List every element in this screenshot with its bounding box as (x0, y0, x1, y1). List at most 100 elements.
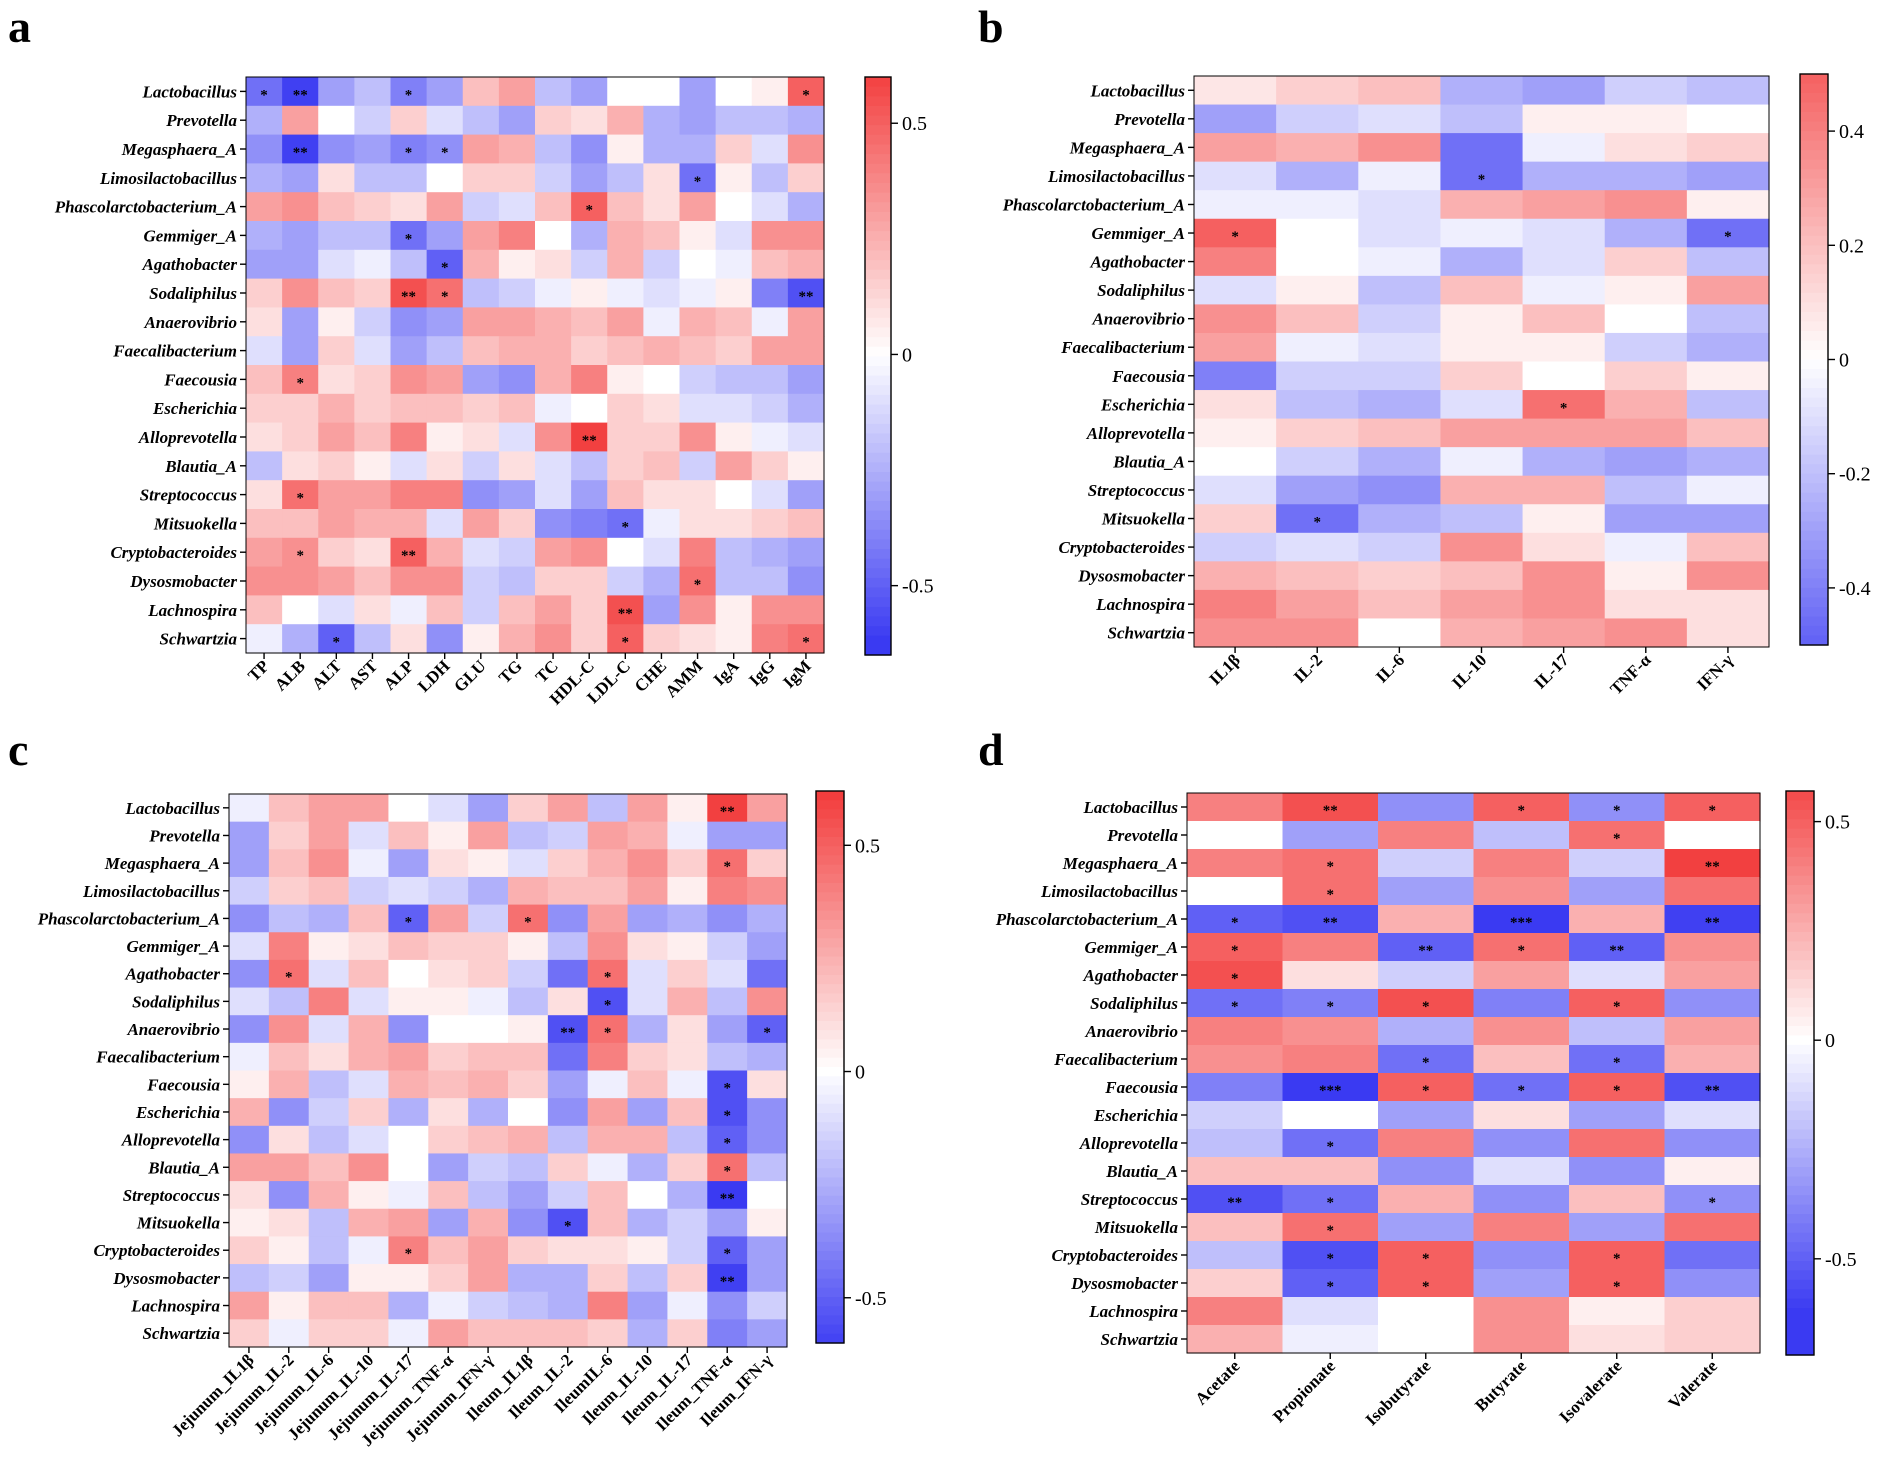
panel-c-colorbar-segment (816, 1131, 844, 1142)
panel-b-cell (1522, 504, 1606, 534)
panel-c-cell (547, 821, 589, 850)
panel-c-cell (508, 794, 549, 823)
panel-a-cell (426, 249, 464, 280)
panel-b-cell (1276, 418, 1359, 448)
panel-c-cell (747, 1236, 788, 1265)
panel-a-cell (535, 509, 572, 539)
panel-d-significance-mark: * (1231, 943, 1239, 959)
panel-c-colorbar-segment (816, 1287, 844, 1298)
panel-c-row-label: Faecalibacterium (95, 1048, 220, 1067)
panel-b-colorbar-segment (1800, 568, 1828, 579)
panel-d-cell (1378, 1129, 1475, 1158)
panel-d-cell (1187, 933, 1284, 962)
panel-c-colorbar-segment (816, 1177, 844, 1188)
panel-a-cell (318, 509, 355, 539)
panel-a-colorbar-segment (865, 500, 891, 512)
panel-d-cell (1473, 1185, 1570, 1214)
panel-c-cell (229, 1015, 270, 1044)
panel-a-cell (462, 480, 500, 510)
panel-d-colorbar-tick-label: -0.5 (1825, 1249, 1857, 1271)
panel-d-cell (1187, 1129, 1284, 1158)
panel-d-significance-mark: * (1613, 831, 1621, 847)
panel-c-cell (268, 959, 310, 989)
panel-a-cell (571, 451, 608, 481)
panel-d-row-label: Schwartzia (1101, 1330, 1179, 1349)
panel-c-cell (388, 849, 429, 878)
panel-b-cell (1686, 332, 1770, 363)
panel-a-cell (390, 480, 428, 510)
panel-a-cell (246, 192, 283, 222)
panel-c-cell (388, 1098, 429, 1127)
panel-b-cell (1276, 76, 1359, 106)
panel-c-cell (747, 876, 788, 906)
panel-a-cell (498, 192, 536, 222)
panel-a-colorbar-segment (865, 115, 891, 126)
panel-a-cell (535, 278, 572, 308)
panel-c-cell (667, 1015, 708, 1044)
panel-c-cell (627, 1098, 669, 1127)
panel-c-cell (707, 1319, 748, 1348)
panel-d-cell (1378, 905, 1475, 934)
panel-b-cell (1194, 133, 1277, 163)
panel-b-cell (1276, 104, 1359, 134)
panel-d-cell (1473, 849, 1570, 878)
panel-a-cell (354, 278, 392, 308)
panel-c-cell (667, 959, 708, 989)
panel-d-row-label: Faecalibacterium (1053, 1050, 1178, 1069)
panel-b-colorbar-segment (1800, 435, 1828, 446)
panel-d-column-label: Butyrate (1471, 1356, 1530, 1415)
panel-b-cell (1522, 332, 1606, 363)
panel-a-cell (246, 393, 283, 424)
panel-d-cell (1473, 877, 1570, 906)
panel-b-colorbar-tick-label: 0 (1839, 350, 1849, 372)
panel-c-cell (388, 1236, 429, 1265)
panel-d-cell (1473, 905, 1570, 934)
panel-a-cell (643, 134, 681, 164)
panel-a-cell (426, 393, 464, 424)
panel-b-colorbar-segment (1800, 407, 1828, 418)
panel-a-cell (679, 105, 717, 136)
panel-b-cell (1358, 76, 1442, 106)
panel-a-cell (282, 537, 319, 568)
panel-c-cell (348, 1015, 390, 1044)
panel-d-cell (1378, 1269, 1475, 1298)
panel-d-cell (1378, 1073, 1475, 1102)
panel-d-cell (1664, 1269, 1761, 1298)
panel-c-row-label: Blautia_A (147, 1158, 220, 1177)
panel-a-colorbar-segment (865, 423, 891, 435)
panel-a-cell (246, 77, 283, 107)
panel-c-colorbar-segment (816, 883, 844, 893)
panel-a-colorbar-segment (865, 462, 891, 473)
panel-c-significance-mark: * (723, 1108, 731, 1124)
panel-d-significance-mark: * (1231, 999, 1239, 1015)
panel-a-cell (390, 595, 428, 625)
panel-a-colorbar-segment (865, 539, 891, 550)
panel-c-cell (388, 876, 429, 906)
panel-c-cell (508, 959, 549, 989)
panel-a-cell (715, 249, 753, 280)
panel-d-significance-mark: ** (1609, 943, 1624, 959)
panel-a-colorbar-segment (865, 163, 891, 174)
panel-d-cell (1378, 1213, 1475, 1242)
panel-c-cell (229, 821, 270, 850)
panel-a-cell (715, 451, 753, 481)
panel-c-cell (428, 1042, 469, 1072)
panel-d-cell (1664, 793, 1761, 822)
panel-a-cell (282, 566, 319, 596)
panel-c-cell (707, 1098, 748, 1127)
panel-d-cell (1378, 1325, 1475, 1354)
panel-b-colorbar-segment (1800, 102, 1828, 113)
panel-a-colorbar-segment (865, 317, 891, 329)
panel-d-colorbar-segment (1786, 1035, 1814, 1046)
panel-b-colorbar-segment (1800, 492, 1828, 503)
panel-a-cell (426, 509, 464, 539)
panel-d-cell (1187, 1157, 1284, 1186)
panel-a-colorbar-segment (865, 404, 891, 415)
panel-a-significance-mark: * (694, 174, 702, 190)
panel-a-cell (751, 278, 789, 308)
panel-a-cell (354, 624, 392, 654)
panel-b-colorbar-segment (1800, 369, 1828, 380)
panel-c-cell (468, 1264, 509, 1293)
panel-a-colorbar-segment (865, 597, 891, 608)
panel-d-colorbar-segment (1786, 1326, 1814, 1337)
